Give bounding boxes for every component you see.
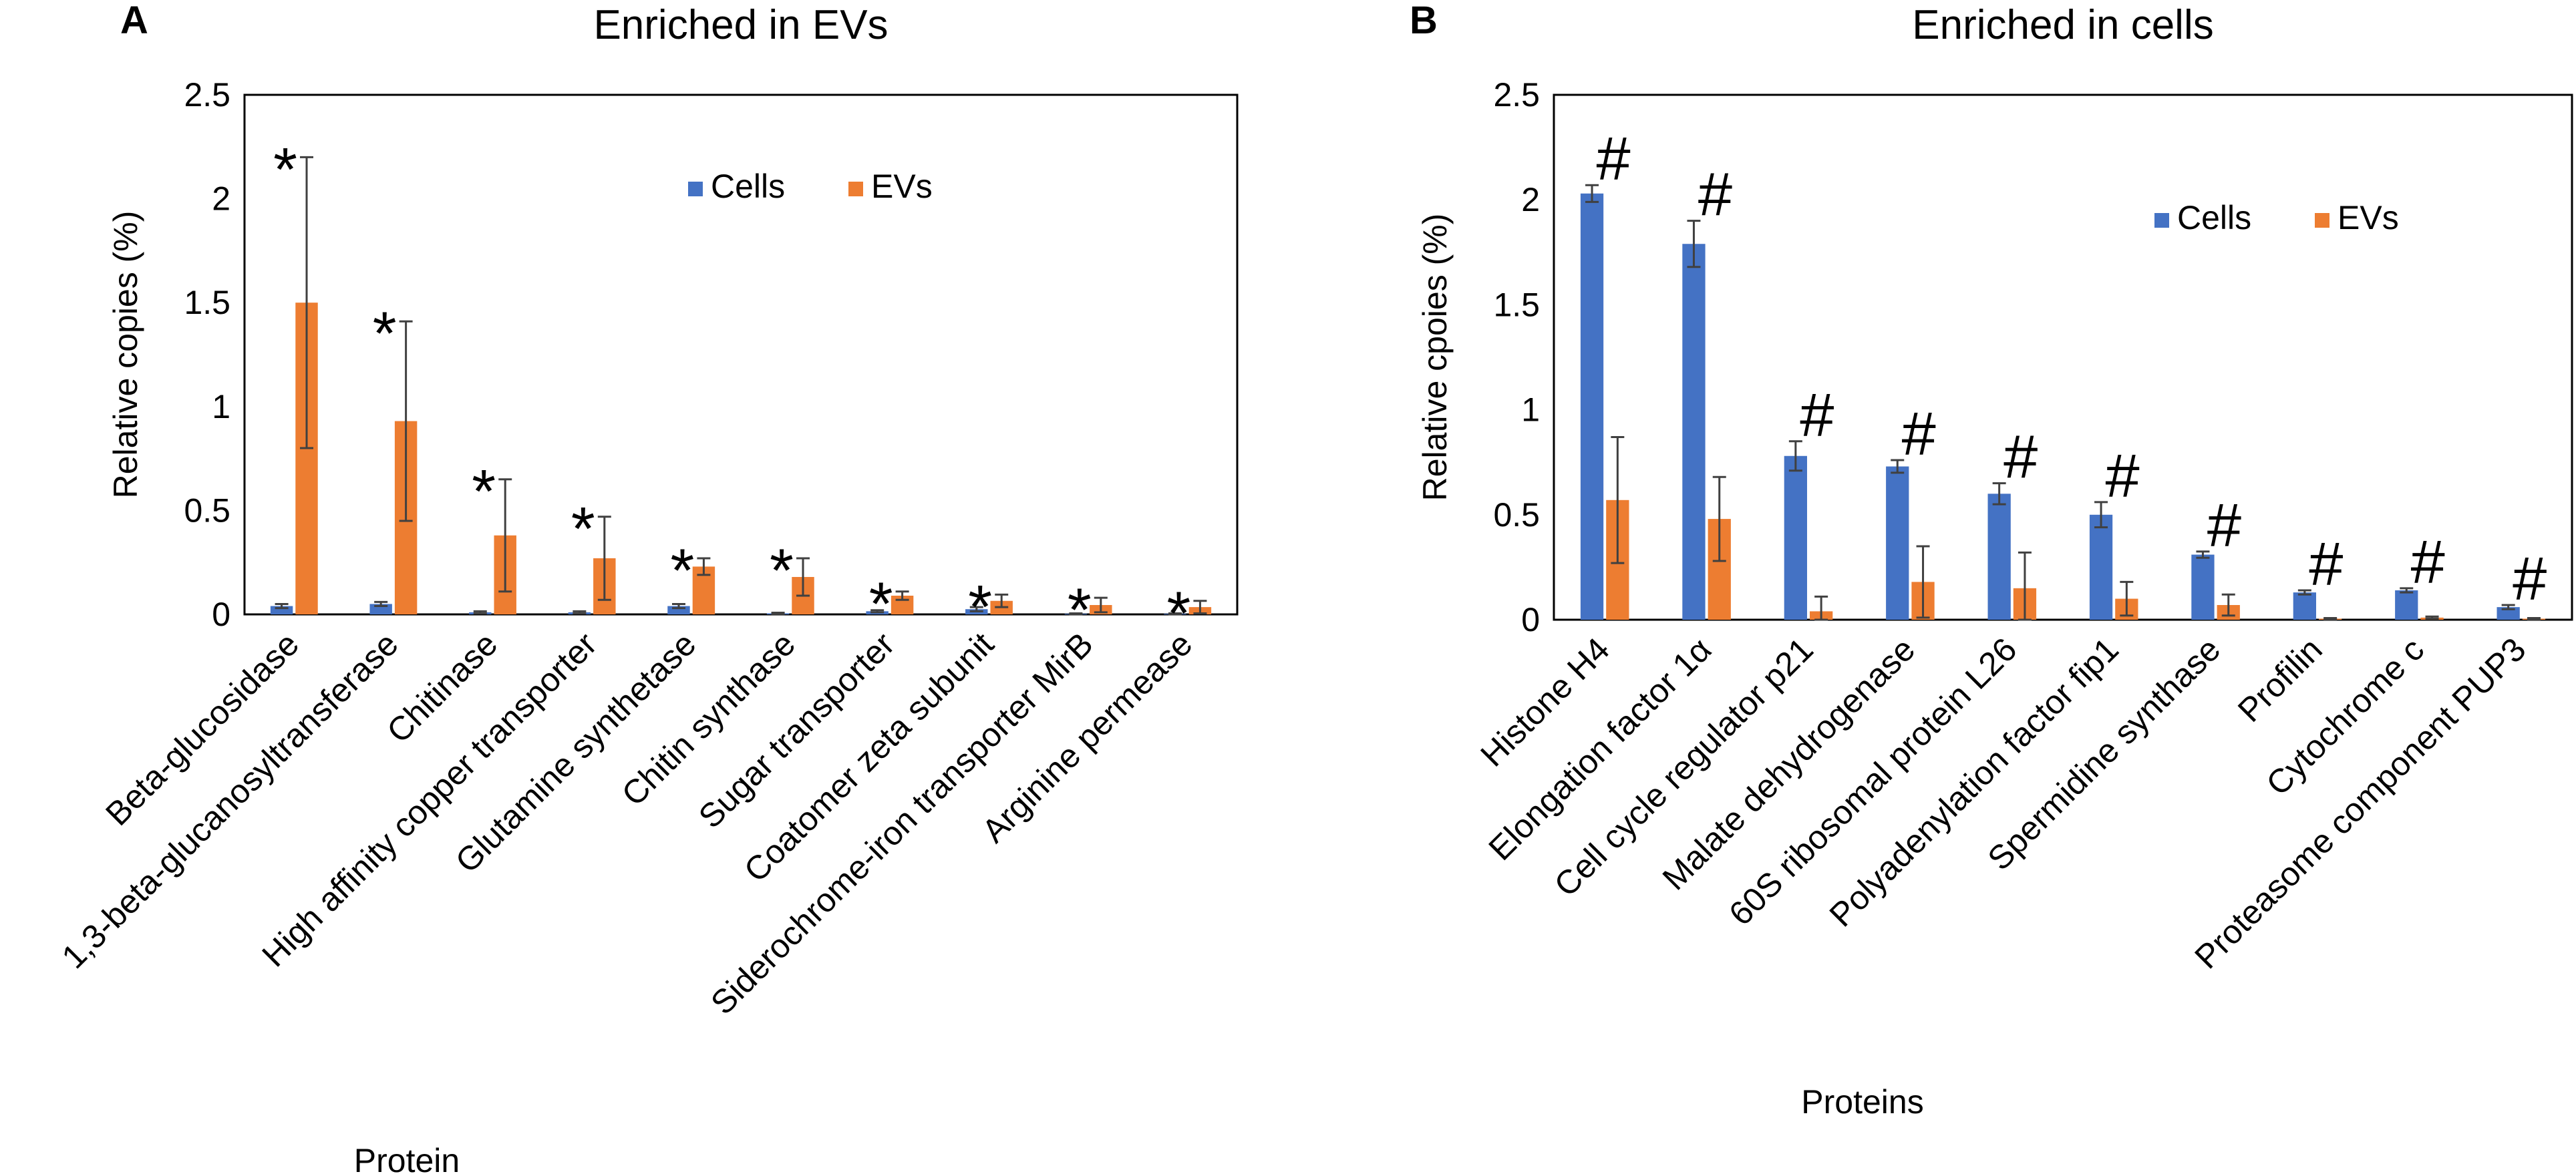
chart-title: Enriched in cells [1912, 2, 2213, 48]
significance-marker: # [2207, 492, 2241, 560]
y-tick-label: 1 [212, 388, 230, 425]
legend-label-evs: EVs [2338, 199, 2399, 236]
legend-swatch-evs [2315, 213, 2329, 228]
significance-marker: # [2003, 423, 2038, 492]
y-tick-label: 1.5 [1493, 286, 1540, 323]
bar-cells [1682, 244, 1706, 620]
x-axis-title: Proteins [1801, 1083, 1923, 1121]
significance-marker: * [869, 570, 893, 638]
panel-letter: B [1410, 0, 1438, 42]
significance-marker: * [373, 300, 397, 368]
bar-cells [2191, 554, 2215, 620]
significance-marker: # [1698, 161, 1732, 229]
legend-label-evs: EVs [871, 168, 933, 205]
legend-swatch-cells [2154, 213, 2169, 228]
legend-swatch-evs [848, 182, 863, 196]
significance-marker: # [1902, 400, 1936, 468]
category-label: Profilin [2231, 630, 2329, 729]
y-tick-label: 0.5 [1493, 496, 1540, 534]
significance-marker: # [1800, 381, 1834, 449]
significance-marker: * [671, 537, 695, 605]
y-tick-label: 1.5 [184, 284, 230, 321]
plot-frame [243, 93, 1239, 616]
bar-cells [1886, 466, 1909, 620]
bar-cells [2089, 514, 2113, 620]
y-tick-label: 2 [1521, 181, 1540, 218]
significance-marker: * [770, 537, 794, 605]
bar-cells [2395, 590, 2418, 620]
plot-frame [1553, 93, 2573, 621]
y-tick-label: 0 [1521, 601, 1540, 638]
legend: Cells EVs [2154, 199, 2399, 236]
significance-marker: * [571, 496, 595, 564]
significance-marker: # [1596, 125, 1630, 193]
legend-label-cells: Cells [711, 168, 785, 205]
y-tick-label: 2 [212, 180, 230, 218]
legend: Cells EVs [688, 168, 933, 205]
y-tick-label: 0.5 [184, 492, 230, 529]
y-tick-label: 2.5 [184, 76, 230, 114]
bar-cells [2293, 592, 2316, 620]
bar-cells [1580, 193, 1604, 620]
panel-letter: A [120, 0, 148, 42]
y-axis-title: Relative cpoies (%) [1416, 214, 1454, 502]
chart-title: Enriched in EVs [593, 2, 888, 48]
significance-marker: * [1068, 576, 1092, 644]
significance-marker: # [2309, 530, 2343, 598]
y-tick-label: 2.5 [1493, 76, 1540, 114]
significance-marker: * [1167, 580, 1191, 648]
y-axis-title: Relative copies (%) [107, 211, 144, 499]
significance-marker: * [273, 136, 297, 204]
chart-panel-b: B Enriched in cells 0 0.5 1 1.5 2 2.5 Relative c… [1410, 0, 2573, 1121]
legend-label-cells: Cells [2177, 199, 2251, 236]
significance-marker: # [2105, 442, 2139, 510]
significance-marker: * [968, 573, 992, 641]
legend-swatch-cells [688, 182, 703, 196]
significance-marker: * [472, 458, 496, 526]
category-label: Chitin synthase [615, 625, 802, 813]
x-axis-title: Protein [354, 1142, 460, 1176]
y-tick-label: 1 [1521, 391, 1540, 429]
y-tick-label: 0 [212, 596, 230, 633]
significance-marker: # [2513, 545, 2547, 613]
significance-marker: # [2411, 528, 2445, 596]
chart-panel-a: A Enriched in EVs 0 0.5 1 1.5 2 2.5 Relative cop… [55, 0, 1239, 1176]
bar-cells [1784, 455, 1807, 620]
bar-cells [2497, 607, 2520, 620]
bar-cells [1987, 494, 2011, 620]
